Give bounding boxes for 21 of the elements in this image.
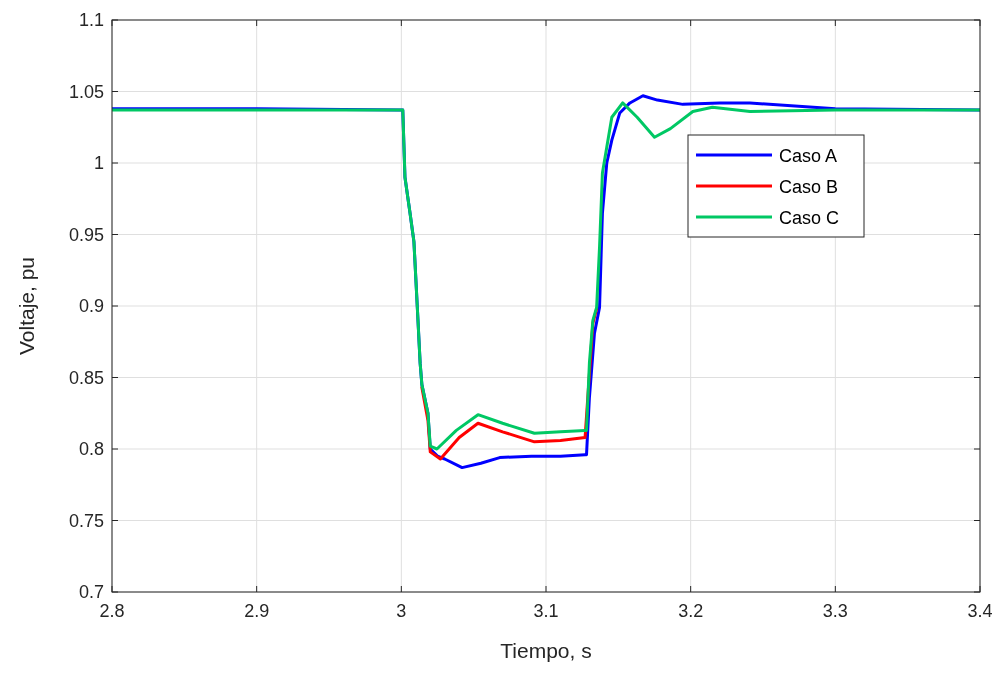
x-tick-label: 3.4 xyxy=(967,601,993,621)
x-tick-label: 3.3 xyxy=(822,601,848,621)
x-tick-label: 2.9 xyxy=(244,601,270,621)
y-tick-label: 0.75 xyxy=(68,510,104,531)
y-tick-label: 1.05 xyxy=(68,81,104,102)
y-tick-label: 0.9 xyxy=(78,296,104,316)
y-tick-label: 1 xyxy=(93,153,104,173)
y-tick-label: 0.8 xyxy=(78,439,104,459)
y-tick-label: 0.95 xyxy=(68,224,104,245)
y-tick-label: 0.85 xyxy=(68,367,104,388)
legend-label: Caso B xyxy=(779,177,839,197)
y-tick-label: 1.1 xyxy=(78,10,104,30)
x-tick-label: 3.2 xyxy=(678,601,704,621)
legend-label: Caso C xyxy=(779,208,840,228)
y-tick-label: 0.7 xyxy=(78,582,104,602)
x-tick-label: 3.1 xyxy=(533,601,559,621)
x-axis-title: Tiempo, s xyxy=(500,639,592,662)
x-tick-label: 2.8 xyxy=(99,601,125,621)
y-axis-title: Voltaje, pu xyxy=(15,256,38,356)
legend-label: Caso A xyxy=(779,146,838,166)
x-tick-label: 3 xyxy=(396,601,407,621)
